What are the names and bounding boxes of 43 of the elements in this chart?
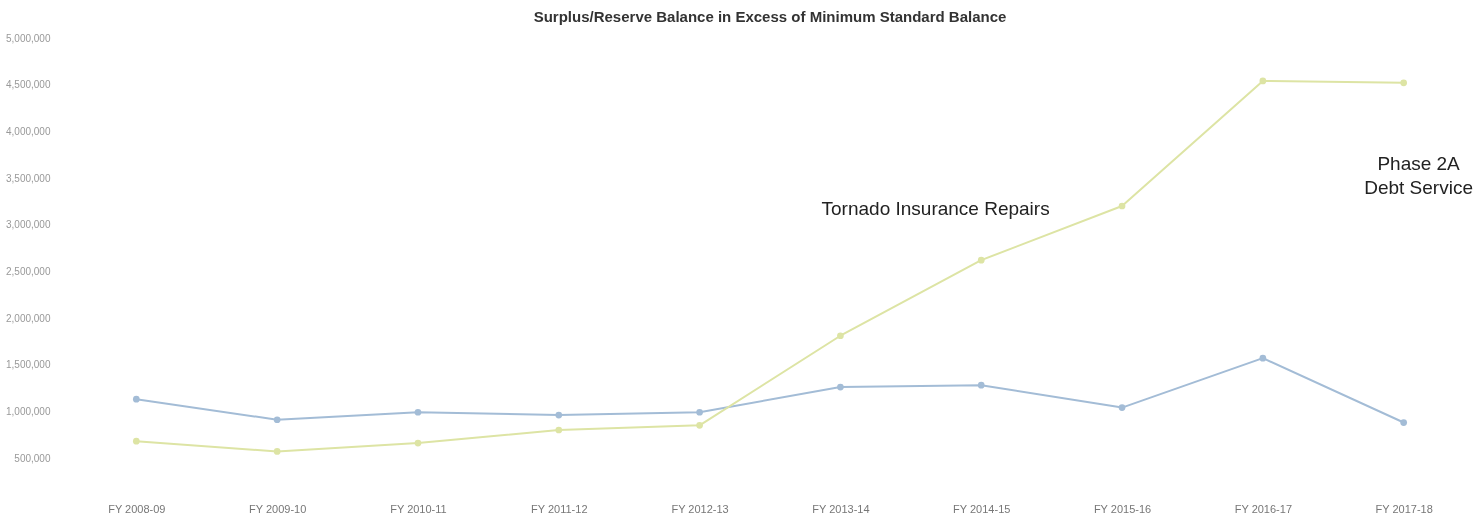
point — [977, 381, 985, 389]
annotation: Tornado Insurance Repairs — [821, 198, 1050, 219]
x-tick-label: FY 2011-12 — [531, 502, 588, 515]
x-tick-label: FY 2014-15 — [953, 502, 1011, 515]
point — [1259, 354, 1267, 362]
point — [1259, 77, 1267, 85]
y-tick-label: 3,500,000 — [6, 172, 51, 184]
point — [414, 439, 422, 447]
y-tick-label: 4,000,000 — [6, 125, 51, 137]
x-tick-label: FY 2008-09 — [108, 502, 166, 515]
x-tick-label: FY 2012-13 — [671, 502, 729, 515]
point — [414, 408, 422, 416]
point — [837, 332, 844, 340]
y-tick-label: 2,000,000 — [6, 312, 51, 324]
point — [977, 256, 985, 264]
chart-title: Surplus/Reserve Balance in Excess of Minimum Standard Balance — [533, 8, 1007, 25]
y-tick-label: 4,500,000 — [6, 79, 51, 91]
point — [273, 448, 281, 455]
x-tick-label: FY 2013-14 — [812, 502, 870, 515]
y-tick-label: 1,000,000 — [6, 405, 51, 417]
annotation: Phase 2A Debt Service — [1364, 153, 1473, 198]
x-tick-label: FY 2009-10 — [248, 502, 307, 515]
x-tick-label: FY 2017-18 — [1375, 502, 1433, 515]
point — [555, 426, 563, 434]
x-tick-label: FY 2015-16 — [1093, 502, 1152, 515]
y-tick-label: 2,500,000 — [6, 265, 51, 277]
point — [696, 421, 703, 429]
point — [132, 437, 140, 445]
y-tick-label: 1,500,000 — [6, 359, 51, 371]
point — [132, 395, 140, 403]
point — [1400, 419, 1408, 426]
x-tick-label: FY 2010-11 — [390, 502, 447, 515]
point — [555, 411, 563, 419]
y-tick-label: 500,000 — [14, 452, 51, 464]
point — [837, 383, 844, 391]
x-tick-label: FY 2016-17 — [1234, 502, 1293, 515]
y-tick-label: 5,000,000 — [6, 32, 51, 44]
point — [273, 416, 281, 424]
point — [696, 408, 703, 416]
point — [1118, 202, 1126, 210]
point — [1118, 404, 1126, 411]
point — [1400, 79, 1408, 87]
y-tick-label: 3,000,000 — [6, 219, 51, 231]
